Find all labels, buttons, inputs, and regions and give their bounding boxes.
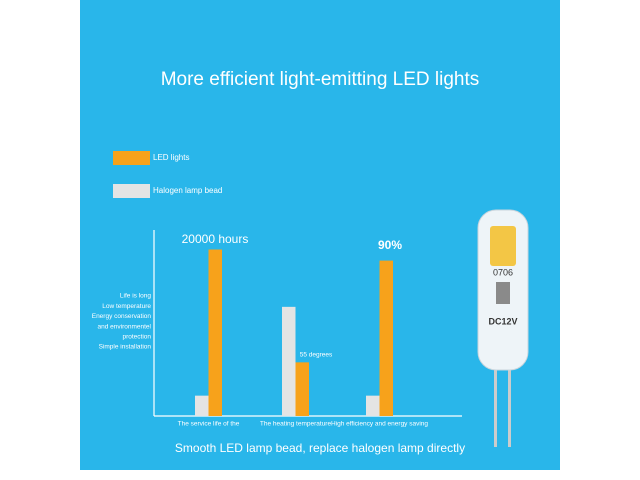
marking: DC12V: [488, 316, 517, 326]
side-note: and environmentel: [98, 323, 152, 330]
bar: [195, 395, 209, 416]
annotation: 90%: [378, 238, 402, 252]
bar: [208, 249, 222, 416]
bar: [295, 362, 309, 416]
bar: [366, 395, 380, 416]
marking: 0706: [493, 267, 513, 277]
pin: [508, 365, 511, 447]
legend-label: Halogen lamp bead: [153, 186, 222, 195]
legend-swatch: [113, 184, 150, 198]
side-note: protection: [122, 334, 151, 341]
bar: [379, 260, 393, 416]
side-note: Life is long: [120, 293, 151, 300]
side-note: Simple installation: [99, 344, 152, 351]
side-note: Energy conservation: [92, 313, 152, 320]
led-chip: [490, 226, 516, 266]
chart-subtitle: Smooth LED lamp bead, replace halogen la…: [175, 441, 465, 455]
bar: [282, 306, 296, 416]
chart-title: More efficient light-emitting LED lights: [161, 69, 480, 90]
annotation: 55 degrees: [300, 352, 333, 359]
x-tick-label: High efficiency and energy saving: [331, 421, 428, 428]
driver-chip: [496, 282, 510, 304]
side-note: Low temperature: [102, 303, 151, 310]
legend-label: LED lights: [153, 153, 189, 162]
pin: [494, 365, 497, 447]
x-tick-label: The service life of the: [178, 421, 240, 428]
annotation: 20000 hours: [182, 232, 249, 246]
x-tick-label: The heating temperature: [260, 421, 332, 428]
legend-swatch: [113, 151, 150, 165]
bulb: 0706 DC12V: [477, 209, 529, 447]
